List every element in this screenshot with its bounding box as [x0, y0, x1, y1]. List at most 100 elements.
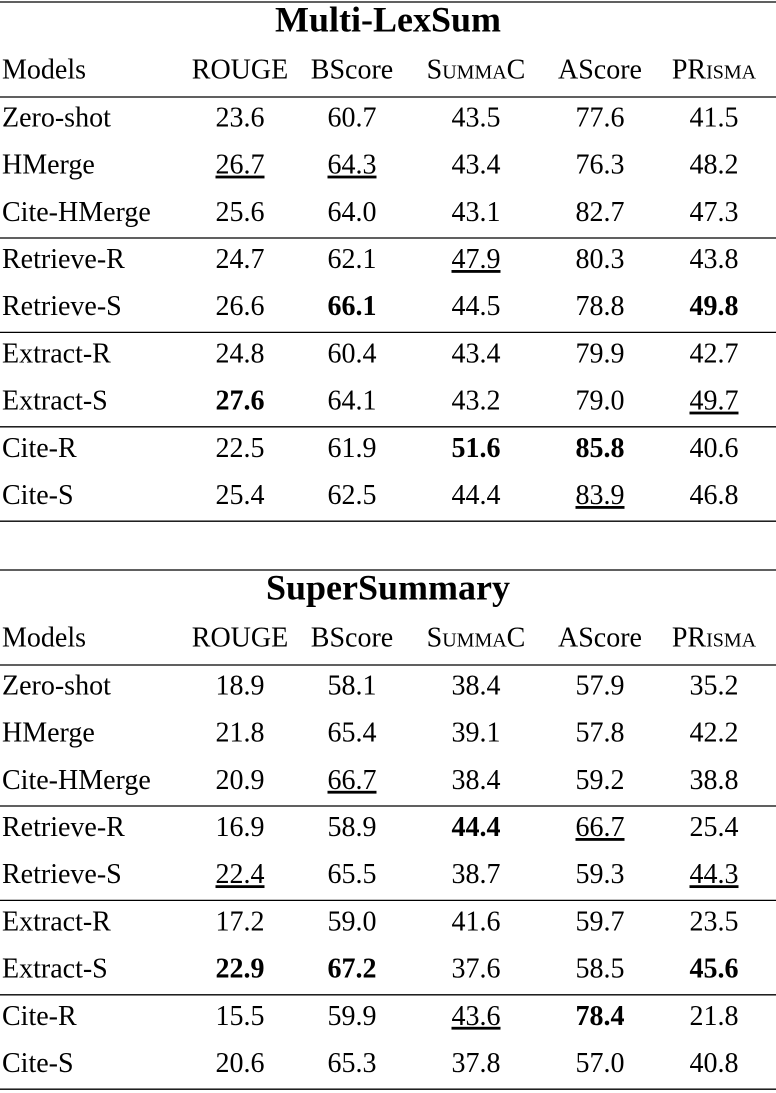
model-name: Cite-HMerge [2, 197, 151, 228]
score-cell: 49.7 [690, 386, 739, 417]
score-cell: 79.9 [576, 338, 625, 369]
column-header: PRisma [672, 54, 757, 85]
model-name: Retrieve-S [2, 291, 122, 322]
score-cell: 57.8 [576, 718, 625, 749]
score-cell: 41.6 [452, 906, 501, 937]
score-cell: 38.4 [452, 670, 501, 701]
score-cell: 16.9 [216, 812, 265, 843]
score-cell: 44.4 [452, 812, 501, 843]
score-cell: 40.8 [690, 1048, 739, 1079]
score-cell: 21.8 [690, 1001, 739, 1032]
score-cell: 43.8 [690, 244, 739, 275]
score-cell: 67.2 [328, 954, 377, 985]
score-cell: 64.1 [328, 386, 377, 417]
column-header: Models [2, 622, 86, 653]
score-cell: 35.2 [690, 670, 739, 701]
score-cell: 78.4 [576, 1001, 625, 1032]
column-header: ROUGE [192, 54, 288, 85]
score-cell: 43.2 [452, 386, 501, 417]
score-cell: 41.5 [690, 102, 739, 133]
column-header: SummaC [427, 622, 526, 653]
score-cell: 83.9 [576, 480, 625, 511]
score-cell: 23.6 [216, 102, 265, 133]
model-name: Extract-R [2, 906, 111, 937]
score-cell: 37.8 [452, 1048, 501, 1079]
score-cell: 80.3 [576, 244, 625, 275]
model-name: HMerge [2, 718, 95, 749]
score-cell: 42.2 [690, 718, 739, 749]
score-cell: 22.9 [216, 954, 265, 985]
score-cell: 18.9 [216, 670, 265, 701]
score-cell: 58.5 [576, 954, 625, 985]
score-cell: 24.7 [216, 244, 265, 275]
score-cell: 45.6 [690, 954, 739, 985]
score-cell: 38.8 [690, 765, 739, 796]
score-cell: 47.3 [690, 197, 739, 228]
model-name: Cite-S [2, 480, 74, 511]
model-name: Cite-HMerge [2, 765, 151, 796]
score-cell: 17.2 [216, 906, 265, 937]
score-cell: 27.6 [216, 386, 265, 417]
score-cell: 25.4 [216, 480, 265, 511]
score-cell: 42.7 [690, 338, 739, 369]
score-cell: 15.5 [216, 1001, 265, 1032]
score-cell: 58.9 [328, 812, 377, 843]
score-cell: 59.7 [576, 906, 625, 937]
score-cell: 79.0 [576, 386, 625, 417]
score-cell: 85.8 [576, 433, 625, 464]
score-cell: 26.7 [216, 150, 265, 181]
score-cell: 44.3 [690, 859, 739, 890]
score-cell: 44.5 [452, 291, 501, 322]
score-cell: 25.4 [690, 812, 739, 843]
model-name: Retrieve-R [2, 812, 125, 843]
score-cell: 49.8 [690, 291, 739, 322]
score-cell: 23.5 [690, 906, 739, 937]
score-cell: 65.5 [328, 859, 377, 890]
model-name: Extract-R [2, 338, 111, 369]
column-header: Models [2, 54, 86, 85]
score-cell: 21.8 [216, 718, 265, 749]
model-name: HMerge [2, 150, 95, 181]
score-cell: 59.9 [328, 1001, 377, 1032]
score-cell: 59.2 [576, 765, 625, 796]
score-cell: 66.1 [328, 291, 377, 322]
model-name: Zero-shot [2, 102, 111, 133]
score-cell: 65.3 [328, 1048, 377, 1079]
score-cell: 65.4 [328, 718, 377, 749]
score-cell: 43.6 [452, 1001, 501, 1032]
score-cell: 60.4 [328, 338, 377, 369]
score-cell: 40.6 [690, 433, 739, 464]
score-cell: 38.7 [452, 859, 501, 890]
column-header: PRisma [672, 622, 757, 653]
score-cell: 22.5 [216, 433, 265, 464]
score-cell: 57.9 [576, 670, 625, 701]
score-cell: 77.6 [576, 102, 625, 133]
score-cell: 26.6 [216, 291, 265, 322]
model-name: Cite-S [2, 1048, 74, 1079]
score-cell: 62.1 [328, 244, 377, 275]
score-cell: 66.7 [576, 812, 625, 843]
score-cell: 20.6 [216, 1048, 265, 1079]
score-cell: 38.4 [452, 765, 501, 796]
score-cell: 64.3 [328, 150, 377, 181]
score-cell: 24.8 [216, 338, 265, 369]
score-cell: 58.1 [328, 670, 377, 701]
score-cell: 20.9 [216, 765, 265, 796]
model-name: Cite-R [2, 433, 77, 464]
score-cell: 59.0 [328, 906, 377, 937]
score-cell: 51.6 [452, 433, 501, 464]
model-name: Retrieve-R [2, 244, 125, 275]
score-cell: 43.4 [452, 150, 501, 181]
score-cell: 46.8 [690, 480, 739, 511]
model-name: Zero-shot [2, 670, 111, 701]
score-cell: 57.0 [576, 1048, 625, 1079]
score-cell: 59.3 [576, 859, 625, 890]
column-header: BScore [311, 54, 393, 85]
score-cell: 66.7 [328, 765, 377, 796]
score-cell: 82.7 [576, 197, 625, 228]
score-cell: 43.5 [452, 102, 501, 133]
column-header: BScore [311, 622, 393, 653]
score-cell: 37.6 [452, 954, 501, 985]
column-header: ROUGE [192, 622, 288, 653]
column-header: AScore [558, 622, 642, 653]
